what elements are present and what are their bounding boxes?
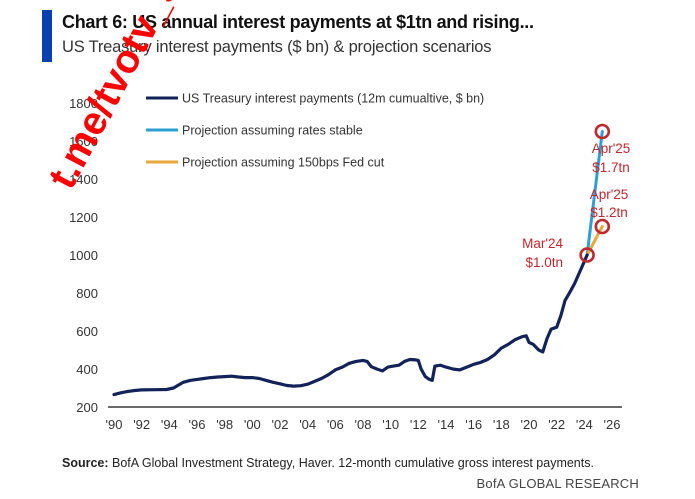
annotation-marker	[594, 218, 611, 235]
source-note: Source: BofA Global Investment Strategy,…	[62, 456, 594, 470]
y-tick-label: 800	[76, 286, 98, 301]
x-tick-label: '20	[521, 417, 538, 432]
series-line-stable	[585, 130, 604, 257]
x-tick-label: '98	[216, 417, 233, 432]
brand-footer: BofA GLOBAL RESEARCH	[476, 476, 639, 491]
legend-label-cut: Projection assuming 150bps Fed cut	[182, 156, 385, 170]
series-line-history	[112, 253, 589, 397]
source-text: BofA Global Investment Strategy, Haver. …	[108, 456, 594, 470]
x-tick-label: '24	[576, 417, 593, 432]
legend-label-history: US Treasury interest payments (12m cumua…	[182, 92, 484, 106]
x-tick-label: '90	[106, 417, 123, 432]
legend-label-stable: Projection assuming rates stable	[182, 124, 363, 138]
y-tick-label: 1000	[69, 248, 98, 263]
title-accent-bar	[42, 10, 52, 62]
annotation-value: $1.7tn	[592, 160, 630, 175]
x-tick-label: '16	[465, 417, 482, 432]
x-tick-label: '92	[133, 417, 150, 432]
y-tick-label: 1600	[69, 134, 98, 149]
x-tick-label: '00	[244, 417, 261, 432]
chart-subtitle: US Treasury interest payments ($ bn) & p…	[62, 38, 492, 56]
annotation-marker	[579, 247, 595, 263]
annotation-date: Mar'24	[522, 236, 563, 251]
y-tick-label: 200	[76, 400, 98, 415]
x-tick-label: '26	[604, 417, 621, 432]
annotation-date: Apr'25	[592, 141, 631, 156]
x-tick-label: '22	[548, 417, 565, 432]
x-tick-label: '14	[438, 417, 455, 432]
x-tick-label: '18	[493, 417, 510, 432]
annotation-value: $1.0tn	[525, 255, 563, 270]
source-label: Source:	[62, 456, 109, 470]
x-tick-label: '94	[161, 417, 178, 432]
x-tick-label: '96	[189, 417, 206, 432]
x-tick-label: '08	[355, 417, 372, 432]
x-tick-label: '06	[327, 417, 344, 432]
y-tick-label: 1400	[69, 172, 98, 187]
x-tick-label: '02	[272, 417, 289, 432]
x-tick-label: '04	[299, 417, 316, 432]
chart-title: Chart 6: US annual interest payments at …	[62, 12, 534, 32]
x-tick-label: '12	[410, 417, 427, 432]
y-tick-label: 600	[76, 324, 98, 339]
y-tick-label: 1200	[69, 210, 98, 225]
x-tick-label: '10	[382, 417, 399, 432]
annotation-value: $1.2tn	[590, 205, 628, 220]
annotation-marker	[594, 123, 611, 140]
annotation-date: Apr'25	[590, 187, 629, 202]
y-tick-label: 400	[76, 362, 98, 377]
y-tick-label: 1800	[69, 96, 98, 111]
